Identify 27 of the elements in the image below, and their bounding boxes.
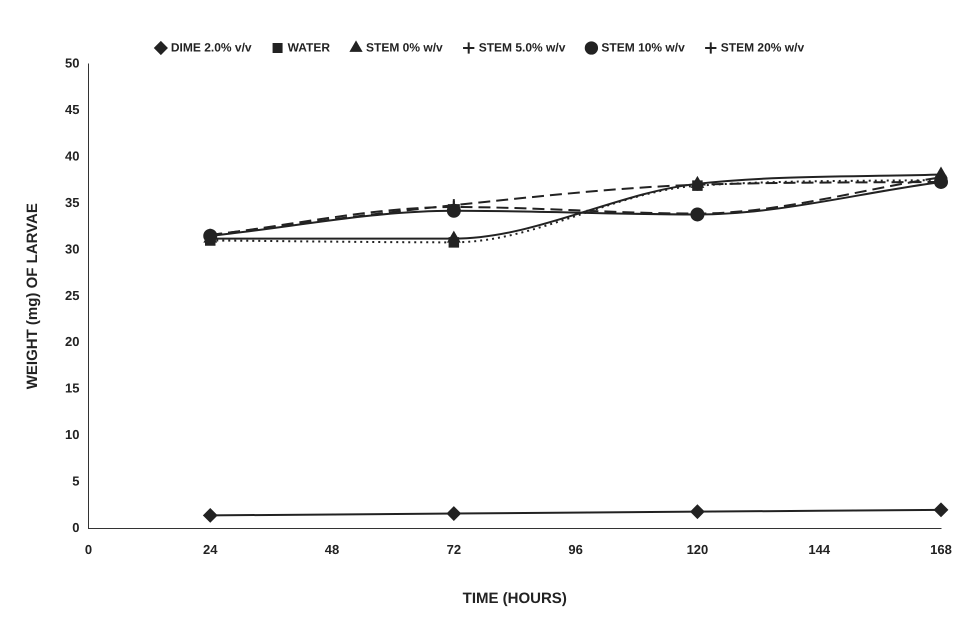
y-tick-label: 30 [64, 241, 80, 256]
y-tick-label: 0 [72, 520, 80, 535]
x-tick-label: 72 [446, 542, 462, 557]
legend-label: STEM 20% w/v [720, 40, 804, 54]
y-tick-label: 45 [64, 102, 80, 118]
y-tick-label: 15 [64, 380, 80, 396]
y-tick-label: 25 [64, 288, 80, 303]
x-tick-label: 120 [686, 542, 708, 557]
legend-label: DIME 2.0% v/v [170, 40, 252, 54]
x-tick-label: 0 [84, 542, 92, 557]
y-tick-label: 40 [64, 148, 80, 164]
legend-label: STEM 10% w/v [601, 40, 686, 54]
legend-label: STEM 0% w/v [366, 40, 444, 54]
legend-label: WATER [288, 40, 330, 54]
x-tick-label: 168 [930, 542, 952, 557]
x-tick-label: 144 [808, 542, 831, 557]
y-tick-label: 10 [64, 427, 80, 442]
y-tick-label: 20 [64, 334, 80, 350]
x-tick-label: 24 [203, 542, 218, 557]
legend-label: STEM 5.0% w/v [478, 40, 566, 54]
x-tick-label: 48 [324, 542, 340, 557]
y-tick-label: 5 [72, 474, 80, 489]
y-axis-title: WEIGHT (mg) OF LARVAE [24, 203, 42, 390]
y-tick-label: 50 [64, 56, 80, 71]
x-axis-title: TIME (HOURS) [462, 590, 567, 608]
y-tick-label: 35 [64, 194, 80, 210]
x-tick-label: 96 [568, 542, 583, 557]
